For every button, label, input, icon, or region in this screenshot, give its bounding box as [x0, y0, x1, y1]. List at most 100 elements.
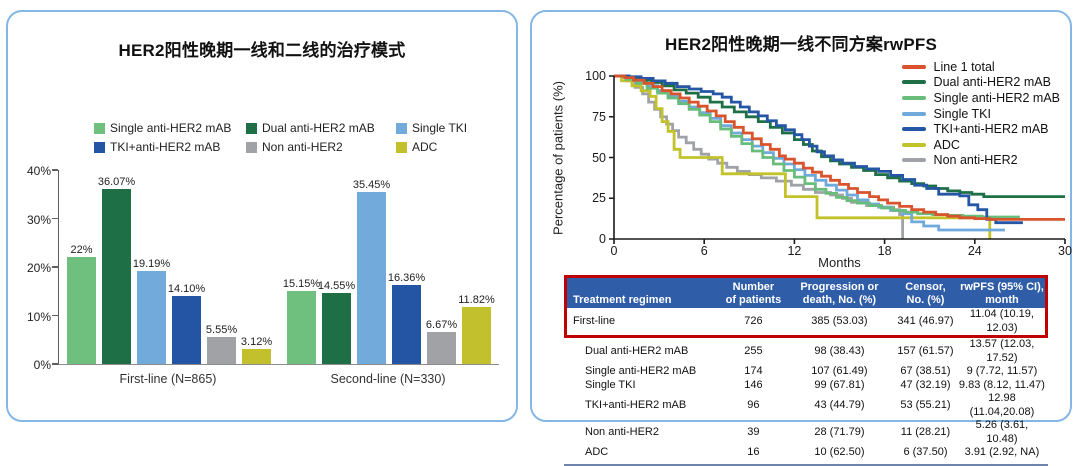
- bar-value-label: 19.19%: [132, 257, 171, 270]
- table-cell: 9.83 (8.12, 11.47): [958, 378, 1045, 391]
- km-y-axis-title: Percentage of patients (%): [550, 81, 566, 235]
- table-row: First-line 726 385 (53.03) 341 (46.97) 11.04…: [567, 308, 1045, 335]
- bar-y-tick-label: 0%: [33, 358, 51, 372]
- legend-item: Dual anti-HER2 mAB: [246, 121, 396, 135]
- table-row: Dual anti-HER2 mAB 255 98 (38.43) 157 (61.5…: [564, 338, 1048, 365]
- bar-value-label: 11.82%: [458, 293, 495, 306]
- bar-chart-plot-area: 0% 10% 20% 30% 40% 22% 36.07% 19.19% 14.10% 5.55%…: [27, 164, 499, 372]
- bar-group: 22% 36.07% 19.19% 14.10% 5.55% 3.12%: [59, 170, 279, 364]
- table-cell: Dual anti-HER2 mAB: [585, 344, 689, 357]
- bar-column: 22%: [67, 170, 96, 364]
- bar-chart-category-labels: First-line (N=865) Second-line (N=330): [58, 372, 498, 386]
- bar: [462, 306, 491, 364]
- km-legend-item: Line 1 total: [901, 59, 1060, 75]
- bar: [287, 290, 316, 364]
- km-legend-label: Single TKI: [933, 106, 991, 121]
- bar-column: 36.07%: [98, 170, 135, 364]
- table-cell: 28 (71.79): [814, 425, 865, 438]
- legend-label: Dual anti-HER2 mAB: [262, 121, 375, 135]
- bar-y-tick-mark: [52, 217, 58, 220]
- km-curve: [614, 74, 1065, 221]
- km-axes: [609, 75, 1066, 244]
- table-cell: 12.98 (11.04,20.08): [969, 392, 1035, 418]
- table-header-line: Number: [732, 281, 775, 293]
- bar-category-label: Second-line (N=330): [330, 372, 446, 386]
- km-y-tick-label: 100: [585, 69, 606, 83]
- km-legend-swatch: [901, 158, 926, 163]
- table-cell: 157 (61.57): [897, 344, 954, 357]
- bar: [102, 189, 131, 364]
- legend-item: Single TKI: [396, 121, 492, 135]
- table-footer-line: [564, 463, 1048, 466]
- table-row: Non anti-HER2 39 28 (71.79) 11 (28.21) 5.26 …: [564, 419, 1048, 446]
- bar-column: 5.55%: [206, 170, 237, 364]
- legend-swatch: [396, 122, 407, 134]
- km-curve: [614, 74, 1023, 225]
- bar-y-tick-mark: [52, 169, 58, 171]
- km-curve: [614, 74, 904, 239]
- bar: [392, 284, 421, 364]
- km-x-tick-label: 24: [967, 244, 982, 258]
- table-cell: 3.91 (2.92, NA): [964, 446, 1040, 458]
- table-row: ADC 16 10 (62.50) 6 (37.50) 3.91 (2.92, NA): [564, 446, 1048, 460]
- table-cell: 726: [744, 314, 763, 327]
- bar-y-tick-label: 40%: [26, 164, 51, 178]
- legend-swatch: [246, 141, 257, 153]
- km-curve: [614, 74, 992, 239]
- bar-column: 19.19%: [133, 170, 170, 364]
- legend-item: Single anti-HER2 mAB: [94, 121, 246, 135]
- table-cell: Single anti-HER2 mAB: [585, 365, 697, 377]
- table-header-line: Progression or: [800, 281, 879, 293]
- bar: [242, 348, 271, 364]
- table-highlight-box: Treatment regimen Number of patients Progre…: [564, 275, 1048, 338]
- bar: [427, 331, 456, 364]
- bar-y-tick-label: 20%: [26, 261, 51, 275]
- km-legend-item: Single anti-HER2 mAB: [901, 90, 1060, 106]
- table-cell: 53 (55.21): [900, 398, 951, 411]
- bar-column: 11.82%: [458, 170, 495, 364]
- table-row: Single TKI 146 99 (67.81) 47 (32.19) 9.83 (8…: [564, 379, 1048, 393]
- table-cell: 6 (37.50): [903, 446, 948, 458]
- table-cell: 11 (28.21): [900, 425, 951, 438]
- table-cell: 255: [744, 344, 763, 357]
- table-cell: 107 (61.49): [811, 365, 868, 377]
- km-legend-label: Line 1 total: [933, 59, 995, 74]
- table-cell: TKI+anti-HER2 mAB: [585, 398, 687, 411]
- table-cell: 341 (46.97): [897, 314, 954, 327]
- bar-column: 16.36%: [388, 170, 425, 364]
- table-cell: 9 (7.72, 11.57): [966, 365, 1038, 377]
- bar-y-tick-label: 30%: [26, 212, 51, 227]
- km-y-tick-label: 50: [592, 150, 606, 165]
- legend-swatch: [94, 122, 105, 134]
- table-header-line: death, No. (%): [802, 293, 877, 306]
- bar-value-label: 14.55%: [317, 280, 356, 293]
- km-x-tick-label: 18: [877, 244, 892, 258]
- legend-label: ADC: [412, 140, 438, 154]
- table-cell: 5.26 (3.61, 10.48): [975, 419, 1029, 445]
- legend-swatch: [396, 141, 407, 153]
- legend-item: TKI+anti-HER2 mAB: [94, 140, 246, 154]
- km-legend-swatch: [901, 64, 926, 69]
- bar-column: 14.10%: [168, 170, 205, 364]
- legend-item: Non anti-HER2: [246, 140, 396, 154]
- bar-value-label: 6.67%: [425, 318, 458, 331]
- bar-column: 3.12%: [241, 170, 272, 364]
- km-legend-item: Dual anti-HER2 mAB: [901, 75, 1060, 91]
- bar-column: 35.45%: [353, 170, 390, 364]
- km-legend-swatch: [901, 80, 926, 85]
- km-x-tick-label: 6: [700, 244, 708, 258]
- bar: [207, 337, 236, 364]
- table-cell: Non anti-HER2: [585, 425, 659, 438]
- km-plot-area: 0 25 50 75 100 0 6 12 18 24 30: [585, 69, 1072, 258]
- km-chart-panel: HER2阳性晚期一线不同方案rwPFS Percentage of patien…: [530, 10, 1072, 466]
- km-x-tick-label: 30: [1058, 244, 1072, 258]
- km-legend-swatch: [901, 111, 926, 116]
- table-header-line: Censor,: [905, 281, 946, 293]
- legend-item: ADC: [396, 140, 492, 154]
- rwpfs-table: Treatment regimen Number of patients Progre…: [564, 275, 1048, 466]
- table-row: Single anti-HER2 mAB 174 107 (61.49) 67 (38…: [564, 365, 1048, 379]
- bar: [172, 295, 201, 364]
- table-cell: 11.04 (10.19, 12.03): [969, 308, 1034, 334]
- table-cell: 43 (44.79): [814, 398, 865, 411]
- km-legend-item: Non anti-HER2: [901, 153, 1060, 169]
